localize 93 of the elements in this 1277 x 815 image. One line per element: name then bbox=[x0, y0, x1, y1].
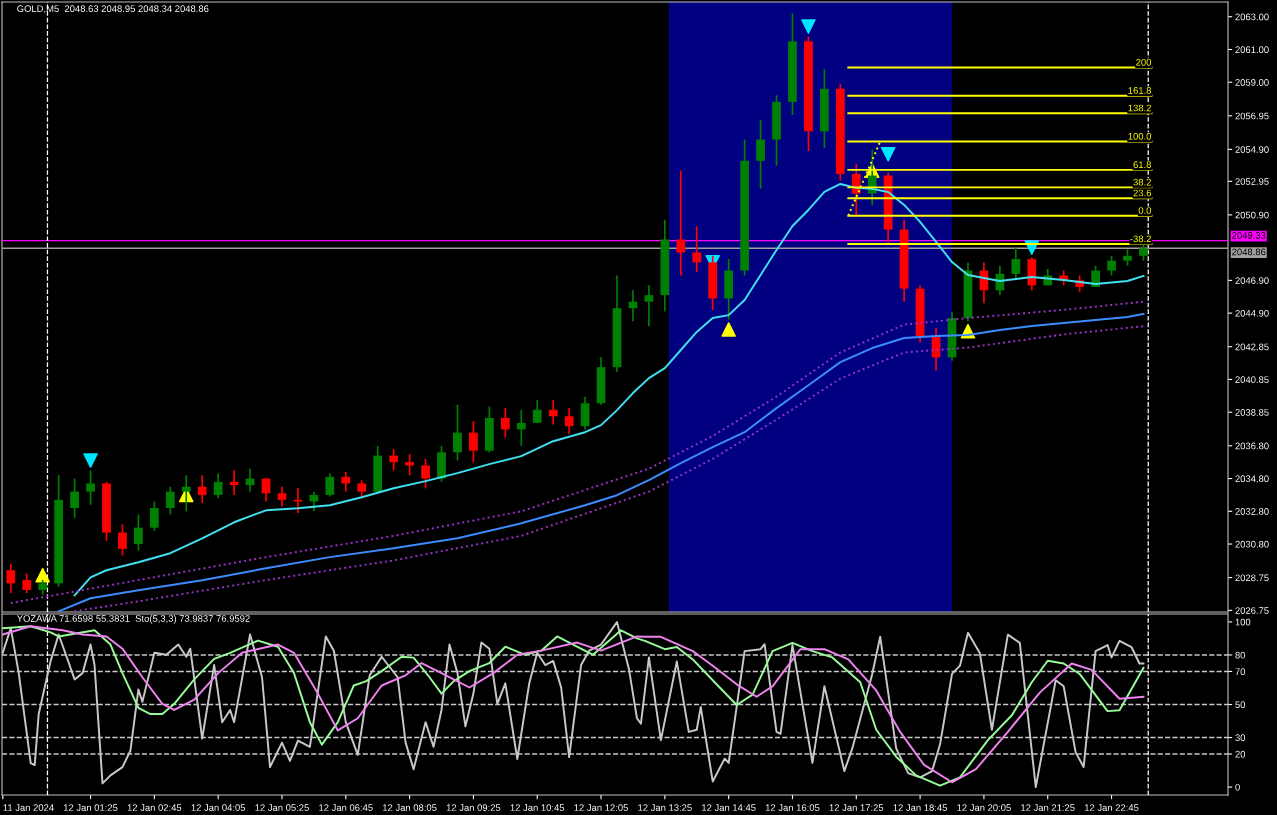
y-tick-label: 2026.75 bbox=[1235, 607, 1269, 614]
x-tick-label: 12 Jan 22:45 bbox=[1084, 804, 1139, 811]
candlestick bbox=[309, 490, 319, 513]
point bbox=[801, 19, 816, 34]
candlestick bbox=[229, 469, 239, 496]
x-tick-label: 12 Jan 12:05 bbox=[574, 804, 628, 811]
candlestick bbox=[86, 469, 95, 506]
candlestick bbox=[421, 458, 430, 490]
x-tick-label: 12 Jan 01:25 bbox=[63, 804, 118, 811]
candlestick bbox=[644, 284, 654, 328]
candlestick bbox=[548, 399, 558, 426]
x-tick-label: 12 Jan 08:05 bbox=[383, 804, 437, 811]
y-tick-label: 2034.80 bbox=[1235, 475, 1269, 483]
y-tick-label: 2059.00 bbox=[1235, 79, 1269, 86]
candlestick bbox=[341, 471, 351, 493]
candlestick bbox=[1107, 254, 1116, 277]
x-tick-label: 12 Jan 09:25 bbox=[446, 804, 501, 811]
annotation: 138.2 bbox=[1128, 104, 1151, 112]
y-tick-label: 2046.90 bbox=[1235, 277, 1269, 284]
candlestick bbox=[197, 474, 207, 504]
y-tick-label: 0 bbox=[1235, 783, 1240, 791]
y-tick-label: 2042.85 bbox=[1235, 343, 1269, 351]
candlestick bbox=[469, 420, 478, 463]
x-tick-label: 12 Jan 18:45 bbox=[893, 804, 948, 811]
x-tick-label: 12 Jan 17:25 bbox=[829, 804, 884, 811]
annotation: 0.0 bbox=[1138, 207, 1152, 214]
chart-title: GOLD,M5 2048.63 2048.95 2048.34 2048.86 bbox=[17, 5, 209, 14]
candlestick bbox=[453, 404, 462, 462]
point bbox=[880, 147, 896, 162]
y-tick-label: 50 bbox=[1235, 701, 1246, 709]
y-tick-label: 70 bbox=[1235, 668, 1246, 675]
y-tick-label: 2044.90 bbox=[1235, 309, 1269, 317]
candlestick bbox=[532, 399, 542, 424]
chart-title: YOZAWA 71.6598 55.3831 Sto(5,3,3) 73.9837 76.9592 bbox=[16, 614, 250, 624]
annotation: 161.8 bbox=[1128, 87, 1152, 94]
y-tick-label: 20 bbox=[1235, 750, 1246, 758]
candlestick bbox=[564, 407, 574, 436]
y-tick-label: 30 bbox=[1235, 734, 1246, 742]
y-tick-label: 2032.80 bbox=[1235, 508, 1269, 515]
x-tick-label: 12 Jan 06:45 bbox=[319, 804, 373, 811]
candlestick bbox=[149, 500, 159, 532]
candlestick bbox=[118, 523, 127, 557]
x-tick-label: 12 Jan 21:25 bbox=[1021, 804, 1075, 811]
x-tick-label: 12 Jan 10:45 bbox=[510, 804, 565, 811]
ref-line-label: 2048.86 bbox=[1232, 248, 1266, 256]
y-tick-label: 80 bbox=[1235, 651, 1246, 659]
y-tick-label: 2050.90 bbox=[1235, 211, 1269, 219]
ref-line-label: 2049.33 bbox=[1232, 232, 1266, 239]
y-tick-label: 2040.85 bbox=[1235, 376, 1269, 383]
candlestick bbox=[389, 448, 399, 472]
x-tick-label: 12 Jan 02:45 bbox=[127, 804, 182, 811]
x-tick-label: 12 Jan 13:25 bbox=[638, 804, 692, 811]
candlestick bbox=[500, 407, 510, 439]
y-tick-label: 2063.00 bbox=[1235, 13, 1269, 21]
candlestick bbox=[1011, 246, 1021, 280]
annotation: 61.8 bbox=[1133, 161, 1152, 168]
candlestick bbox=[756, 119, 765, 190]
x-tick-label: 12 Jan 16:05 bbox=[765, 804, 820, 811]
x-tick-label: 12 Jan 20:05 bbox=[957, 804, 1011, 811]
y-tick-label: 100 bbox=[1235, 618, 1251, 626]
annotation: 200 bbox=[1136, 58, 1152, 66]
y-tick-label: 2028.75 bbox=[1235, 574, 1269, 582]
candlestick bbox=[70, 477, 79, 519]
y-tick-label: 2038.85 bbox=[1235, 409, 1269, 416]
candlestick bbox=[165, 485, 175, 516]
x-tick-label: 12 Jan 14:45 bbox=[702, 804, 756, 811]
candlestick bbox=[6, 562, 16, 595]
candlestick bbox=[134, 513, 143, 552]
candlestick bbox=[325, 472, 335, 498]
candlestick bbox=[692, 225, 702, 274]
candlestick bbox=[22, 572, 32, 595]
x-tick-label: 12 Jan 04:05 bbox=[191, 804, 246, 811]
candlestick bbox=[405, 453, 414, 477]
x-tick-label: 12 Jan 05:25 bbox=[255, 804, 309, 811]
y-tick-label: 2030.80 bbox=[1235, 540, 1269, 548]
candlestick bbox=[580, 395, 590, 431]
y-tick-label: 2061.00 bbox=[1235, 46, 1269, 54]
annotation: -38.2 bbox=[1130, 235, 1151, 243]
y-tick-label: 2056.95 bbox=[1235, 112, 1269, 120]
annotation: 23.6 bbox=[1133, 189, 1152, 197]
point bbox=[721, 322, 736, 337]
y-tick-label: 2052.95 bbox=[1235, 178, 1269, 185]
y-tick-label: 2036.80 bbox=[1235, 442, 1269, 450]
point bbox=[83, 453, 98, 468]
annotation: 38.2 bbox=[1133, 178, 1151, 186]
point bbox=[35, 567, 50, 583]
candlestick bbox=[213, 472, 223, 500]
candlestick bbox=[676, 169, 686, 277]
y-tick-label: 2054.90 bbox=[1235, 146, 1269, 153]
candlestick bbox=[277, 485, 287, 508]
x-tick-label: 11 Jan 2024 bbox=[3, 804, 54, 811]
candlestick bbox=[516, 408, 526, 447]
annotation: 100.0 bbox=[1128, 132, 1152, 140]
